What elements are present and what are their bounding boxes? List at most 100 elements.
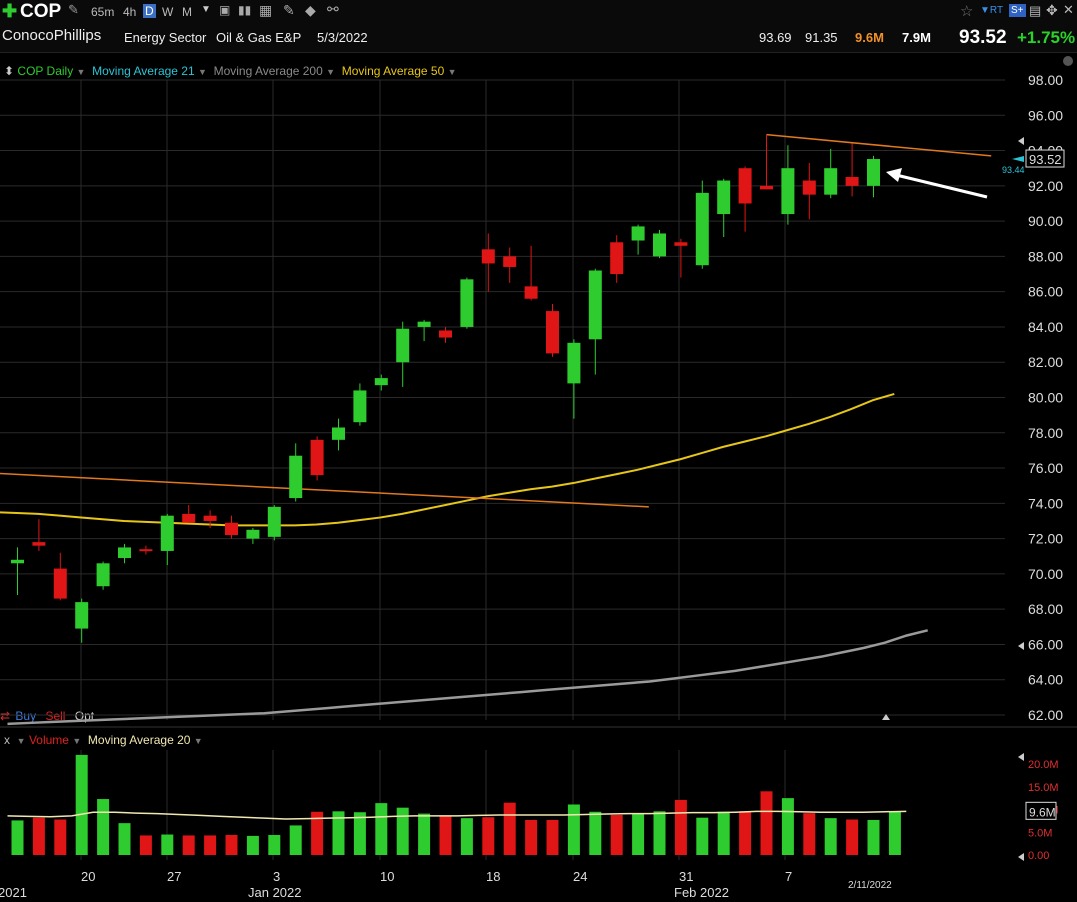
volume-bar[interactable] [653, 811, 666, 855]
candle-body[interactable] [567, 342, 581, 384]
volume-bar[interactable] [75, 754, 88, 855]
realtime-icon[interactable]: ▼RT [980, 5, 1004, 16]
timeframe-d[interactable]: D [143, 4, 156, 18]
candle-body[interactable] [96, 563, 110, 587]
candle-body[interactable] [289, 455, 303, 499]
volume-bar[interactable] [803, 813, 816, 855]
volume-bar[interactable] [460, 818, 473, 855]
symbol-label[interactable]: COP [20, 1, 62, 22]
legend-ma200-dropdown-icon[interactable]: ▼ [326, 67, 336, 77]
candle-body[interactable] [653, 233, 666, 257]
candle-body[interactable] [374, 378, 388, 386]
volume-bar[interactable] [760, 791, 773, 855]
candle-body[interactable] [674, 242, 688, 246]
candle-body[interactable] [160, 515, 174, 551]
volume-bar[interactable] [632, 814, 645, 855]
legend-volume[interactable]: Volume [28, 733, 69, 747]
legend-ma200[interactable]: Moving Average 200 [213, 64, 323, 78]
volume-bar[interactable] [225, 834, 238, 855]
volume-bar[interactable] [11, 820, 24, 855]
settings-icon[interactable] [1063, 56, 1073, 66]
annotation-arrow[interactable] [891, 172, 988, 199]
timeframe-dropdown-icon[interactable]: ▼ [201, 4, 211, 15]
volume-scroll-down-icon[interactable] [1018, 853, 1024, 861]
candle-body[interactable] [610, 242, 624, 275]
candle-body[interactable] [503, 256, 517, 267]
trendline[interactable] [766, 133, 992, 157]
candle-body[interactable] [417, 321, 431, 327]
candle-body[interactable] [867, 159, 880, 186]
volume-bar[interactable] [696, 817, 709, 855]
legend-ma50-dropdown-icon[interactable]: ▼ [447, 67, 457, 77]
legend-ma50[interactable]: Moving Average 50 [341, 64, 445, 78]
volume-bar[interactable] [54, 819, 67, 855]
candle-body[interactable] [118, 547, 131, 559]
bars-icon[interactable]: ▮▮ [238, 3, 252, 17]
candle-body[interactable] [310, 439, 324, 476]
volume-bar[interactable] [161, 834, 174, 855]
chart-type-icon[interactable]: ▣ [219, 3, 231, 17]
candle-body[interactable] [524, 286, 538, 299]
legend-ma21-dropdown-icon[interactable]: ▼ [198, 67, 207, 77]
volume-bar[interactable] [846, 819, 859, 855]
volume-bar[interactable] [311, 811, 324, 855]
volume-bar[interactable] [32, 817, 45, 855]
volume-bar[interactable] [396, 807, 409, 855]
add-icon[interactable]: ✚ [2, 1, 18, 21]
candle-body[interactable] [267, 506, 281, 537]
volume-bar[interactable] [418, 813, 431, 855]
trendline[interactable] [0, 472, 649, 508]
sn-icon[interactable]: S+ [1009, 4, 1026, 17]
candle-body[interactable] [824, 168, 838, 195]
volume-bar[interactable] [182, 835, 195, 855]
axis-scroll-up-icon[interactable] [1018, 137, 1024, 145]
candle-body[interactable] [332, 427, 345, 440]
trade-icon[interactable]: ⇄ [0, 709, 11, 723]
candle-body[interactable] [760, 185, 773, 190]
volume-bar[interactable] [867, 819, 880, 855]
timeframe-65m[interactable]: 65m [91, 5, 115, 19]
share-icon[interactable]: ⚯ [327, 1, 339, 17]
buy-button[interactable]: Buy [15, 709, 37, 723]
volume-close-button[interactable]: x [4, 733, 10, 747]
candle-body[interactable] [738, 168, 752, 204]
pin-icon[interactable]: ✎ [68, 2, 79, 17]
candle-body[interactable] [717, 180, 731, 215]
pane-resize-icon[interactable] [882, 714, 890, 720]
legend-ma21[interactable]: Moving Average 21 [92, 64, 195, 78]
volume-bar[interactable] [503, 802, 516, 855]
volume-bar[interactable] [610, 814, 623, 855]
collapse-icon[interactable]: ⬍ [4, 64, 15, 78]
candle-body[interactable] [631, 226, 645, 241]
move-icon[interactable]: ✥ [1046, 2, 1058, 18]
legend-volume-dropdown-icon[interactable]: ▼ [72, 736, 82, 746]
legend-main-series[interactable]: COP Daily [17, 64, 74, 78]
volume-bar[interactable] [482, 817, 495, 855]
volume-bar[interactable] [717, 811, 730, 855]
volume-bar[interactable] [525, 819, 538, 855]
candle-body[interactable] [481, 249, 495, 264]
candle-body[interactable] [802, 180, 816, 195]
candle-body[interactable] [11, 559, 24, 564]
star-icon[interactable]: ☆ [960, 3, 974, 20]
candle-body[interactable] [396, 328, 410, 363]
legend-volume-ma-dropdown-icon[interactable]: ▼ [193, 736, 203, 746]
notes-icon[interactable]: ◆ [305, 2, 316, 18]
volume-bar[interactable] [332, 811, 345, 855]
legend-main-dropdown-icon[interactable]: ▼ [76, 67, 86, 77]
volume-bar[interactable] [674, 799, 687, 855]
volume-bar[interactable] [567, 804, 580, 855]
industry-label[interactable]: Oil & Gas E&P [216, 30, 302, 45]
volume-bar[interactable] [246, 835, 259, 855]
volume-bar[interactable] [546, 819, 559, 855]
volume-bar[interactable] [888, 811, 901, 855]
draw-icon[interactable]: ✎ [283, 2, 295, 18]
close-icon[interactable]: ✕ [1063, 2, 1074, 17]
volume-bar[interactable] [289, 825, 302, 855]
candle-body[interactable] [588, 270, 602, 340]
axis-scroll-down-icon[interactable] [1018, 642, 1024, 650]
volume-bar[interactable] [268, 834, 281, 855]
volume-bar[interactable] [375, 803, 388, 855]
volume-bar[interactable] [439, 815, 452, 855]
